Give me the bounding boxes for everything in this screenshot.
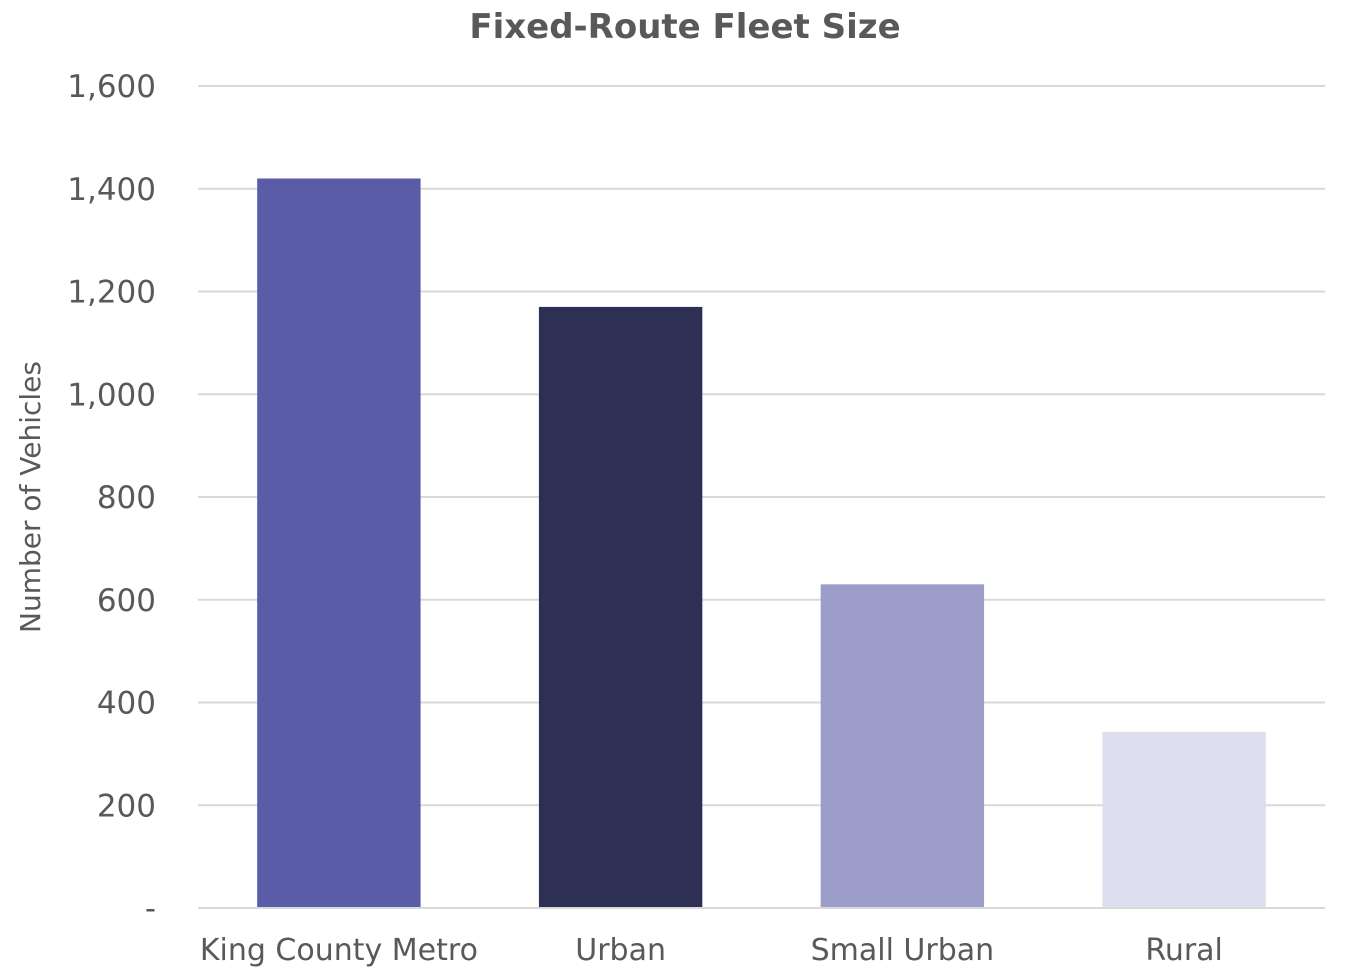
x-tick-label: Rural [1145,933,1223,967]
bar-king-county-metro [257,178,421,909]
y-tick-label: 1,200 [67,275,156,311]
x-axis-ticks: King County Metro Urban Small Urban Rural [200,933,1223,967]
bar-urban [538,306,703,909]
bars [257,178,1266,909]
y-tick-label: - [145,891,156,927]
x-tick-label: Small Urban [811,933,995,967]
y-tick-label: 200 [97,788,156,824]
x-tick-label: King County Metro [200,933,478,967]
y-tick-label: 800 [97,480,156,516]
y-tick-label: 400 [97,686,156,722]
y-axis-ticks: - 200 400 600 800 1,000 1,200 1,400 1,600 [67,69,156,927]
chart-title: Fixed-Route Fleet Size [469,7,900,47]
x-tick-label: Urban [575,933,666,967]
y-tick-label: 1,000 [67,377,156,413]
y-tick-label: 1,400 [67,172,156,208]
bar-small-urban [820,584,985,908]
y-tick-label: 600 [97,583,156,619]
y-tick-label: 1,600 [67,69,156,105]
y-axis-label: Number of Vehicles [14,361,47,633]
bar-rural [1102,731,1266,908]
